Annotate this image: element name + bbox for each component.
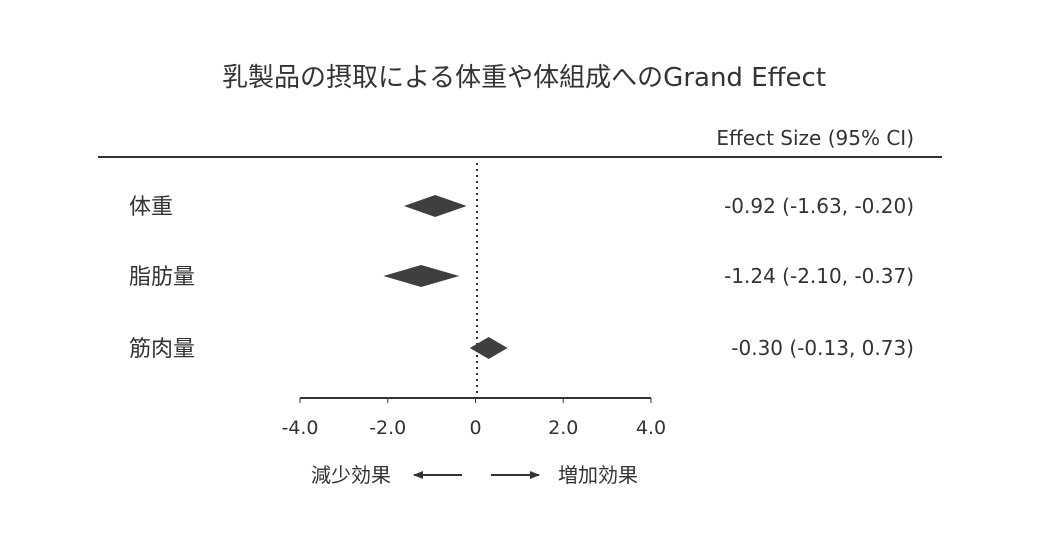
chart-title: 乳製品の摂取による体重や体組成へのGrand Effect — [222, 63, 826, 93]
x-axis-ticks: -4.0 -2.0 0 2.0 4.0 — [281, 398, 666, 439]
effect-diamond-marker — [403, 195, 467, 217]
x-tick-label: 4.0 — [636, 417, 666, 439]
effect-size-value: -0.92 (-1.63, -0.20) — [724, 194, 914, 218]
forest-rows: 体重 -0.92 (-1.63, -0.20) 脂肪量 -1.24 (-2.10, -… — [129, 194, 914, 362]
effect-size-value: -0.30 (-0.13, 0.73) — [731, 336, 914, 360]
decrease-effect-label: 減少効果 — [311, 463, 391, 487]
row-label: 筋肉量 — [129, 337, 195, 362]
increase-effect-label: 増加効果 — [558, 463, 638, 487]
row-label: 脂肪量 — [129, 265, 195, 290]
x-tick-label: 2.0 — [548, 417, 578, 439]
x-tick-label: -4.0 — [281, 417, 318, 439]
x-tick-label: -2.0 — [369, 417, 406, 439]
effect-diamond-marker — [469, 337, 508, 359]
row-label: 体重 — [129, 195, 173, 220]
x-tick-label: 0 — [469, 417, 481, 439]
effect-diamond-marker — [383, 265, 460, 287]
effect-size-value: -1.24 (-2.10, -0.37) — [724, 264, 914, 288]
effect-size-header: Effect Size (95% CI) — [716, 126, 914, 150]
